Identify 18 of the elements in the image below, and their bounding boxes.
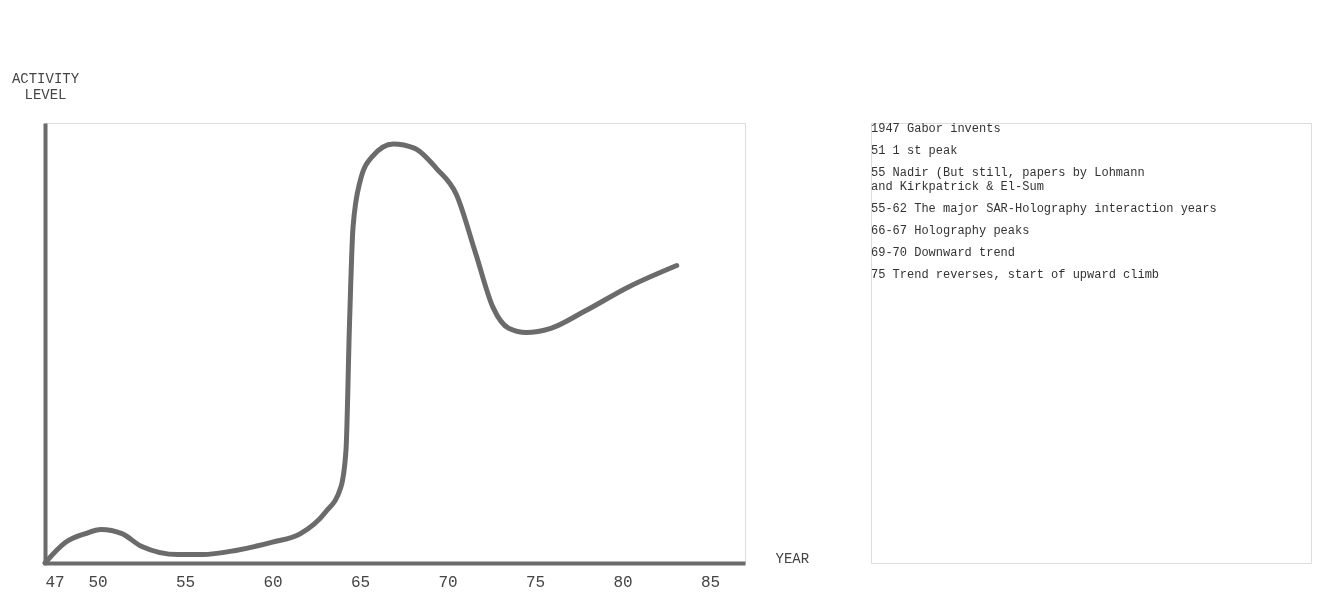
text: 1947 Gabor invents — [871, 122, 1001, 136]
text: 55 Nadir (But still, papers by Lohmann and Kirkpatrick & El-Sum — [871, 166, 1145, 194]
x-tick-label: 50 — [88, 573, 108, 592]
x-tick-label: 80 — [613, 573, 633, 592]
x-tick-label: 65 — [350, 573, 371, 592]
text: 51 1 st peak — [871, 144, 958, 158]
x-tick-label: 55 — [175, 573, 196, 592]
x-tick-label: 60 — [263, 573, 283, 592]
x-tick-label: 47 — [45, 573, 65, 592]
text: 75 Trend reverses, start of upward climb — [871, 268, 1160, 282]
text: 55-62 The major SAR-Holography interaction years — [871, 202, 1217, 216]
x-tick-label: 75 — [525, 573, 546, 592]
x-axis-title: YEAR — [775, 550, 810, 567]
text: 69-70 Downward trend — [871, 246, 1016, 260]
x-tick-label: 85 — [700, 573, 721, 592]
x-tick-label: 70 — [438, 573, 458, 592]
y-axis-title: ACTIVITY LEVEL — [11, 70, 80, 103]
text: 66-67 Holography peaks — [871, 224, 1030, 238]
